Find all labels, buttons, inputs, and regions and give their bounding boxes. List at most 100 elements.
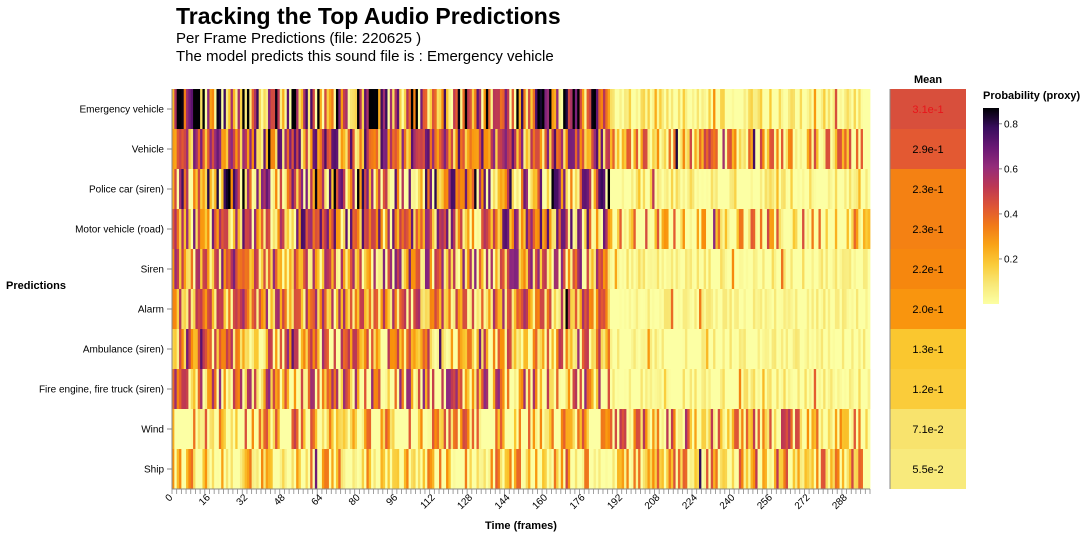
heatmap-cell [846, 329, 850, 369]
heatmap-cell [314, 89, 318, 129]
heatmap-cell [598, 329, 602, 369]
heatmap-cell [324, 89, 327, 129]
heatmap-cell [342, 169, 346, 209]
heatmap-cell [242, 249, 246, 289]
heatmap-cell [396, 329, 400, 369]
heatmap-cell [509, 169, 513, 209]
heatmap-cell [427, 89, 431, 129]
heatmap-cell [813, 449, 817, 489]
heatmap-cell [324, 449, 327, 489]
x-tick-label: 288 [830, 492, 850, 512]
heatmap-cell [291, 329, 295, 369]
heatmap-cell [258, 209, 262, 249]
heatmap-cell [354, 169, 358, 209]
heatmap-cell [762, 329, 765, 369]
heatmap-cell [239, 409, 243, 449]
heatmap-cell [265, 209, 269, 249]
heatmap-cell [516, 129, 520, 169]
heatmap-cell [392, 249, 395, 289]
heatmap-cell [834, 409, 838, 449]
heatmap-cell [776, 329, 780, 369]
heatmap-cell [851, 289, 854, 329]
heatmap-cell [261, 409, 264, 449]
heatmap-cell [558, 89, 562, 129]
heatmap-cell [680, 89, 684, 129]
heatmap-cell [628, 129, 632, 169]
heatmap-cell [293, 249, 297, 289]
heatmap-cell [593, 249, 597, 289]
heatmap-cell [699, 449, 702, 489]
heatmap-cell [818, 369, 822, 409]
heatmap-cell [249, 409, 253, 449]
heatmap-cell [181, 169, 185, 209]
heatmap-cell [420, 209, 424, 249]
heatmap-cell [792, 289, 796, 329]
heatmap-cell [703, 129, 707, 169]
heatmap-cell [743, 169, 747, 209]
heatmap-cell [478, 449, 482, 489]
heatmap-cell [680, 409, 684, 449]
heatmap-cell [436, 249, 440, 289]
heatmap-cell [844, 89, 847, 129]
heatmap-cell [773, 169, 777, 209]
heatmap-cell [703, 409, 707, 449]
heatmap-cell [600, 129, 604, 169]
heatmap-cell [188, 89, 192, 129]
heatmap-cell [827, 129, 831, 169]
heatmap-cell [521, 329, 524, 369]
heatmap-cell [607, 129, 611, 169]
heatmap-cell [413, 329, 416, 369]
heatmap-cell [731, 169, 735, 209]
heatmap-cell [364, 289, 367, 329]
heatmap-cell [408, 89, 412, 129]
heatmap-cell [741, 369, 744, 409]
heatmap-cell [321, 449, 325, 489]
heatmap-cell [752, 209, 756, 249]
heatmap-cell [279, 129, 283, 169]
heatmap-cell [359, 129, 363, 169]
heatmap-cell [558, 449, 562, 489]
heatmap-cell [453, 129, 456, 169]
heatmap-cell [848, 249, 852, 289]
heatmap-cell [865, 169, 869, 209]
heatmap-cell [429, 209, 433, 249]
heatmap-cell [762, 169, 765, 209]
heatmap-cell [277, 209, 281, 249]
heatmap-cell [701, 329, 705, 369]
heatmap-cell [296, 129, 299, 169]
heatmap-cell [232, 169, 236, 209]
heatmap-cell [818, 169, 822, 209]
heatmap-cell [635, 289, 639, 329]
heatmap-cell [263, 169, 267, 209]
heatmap-cell [757, 209, 761, 249]
heatmap-cell [230, 249, 234, 289]
heatmap-cell [310, 209, 313, 249]
heatmap-cell [694, 129, 698, 169]
heatmap-cell [235, 369, 238, 409]
heatmap-cell [647, 369, 651, 409]
heatmap-cell [429, 129, 433, 169]
heatmap-cell [755, 89, 758, 129]
heatmap-cell [174, 289, 178, 329]
heatmap-cell [813, 89, 817, 129]
heatmap-cell [289, 449, 292, 489]
heatmap-cell [771, 89, 775, 129]
heatmap-cell [256, 89, 260, 129]
heatmap-cell [567, 289, 571, 329]
heatmap-cell [181, 329, 185, 369]
heatmap-cell [265, 449, 269, 489]
heatmap-cell [338, 409, 342, 449]
heatmap-cell [268, 289, 271, 329]
heatmap-cell [474, 249, 477, 289]
heatmap-cell [619, 409, 623, 449]
heatmap-cell [593, 409, 597, 449]
heatmap-cell [661, 209, 665, 249]
heatmap-cell [214, 449, 217, 489]
heatmap-cell [729, 169, 733, 209]
heatmap-cell [525, 129, 529, 169]
heatmap-cell [818, 89, 822, 129]
heatmap-cell [811, 89, 815, 129]
heatmap-cell [720, 209, 723, 249]
heatmap-cell [820, 129, 824, 169]
heatmap-cell [462, 369, 466, 409]
